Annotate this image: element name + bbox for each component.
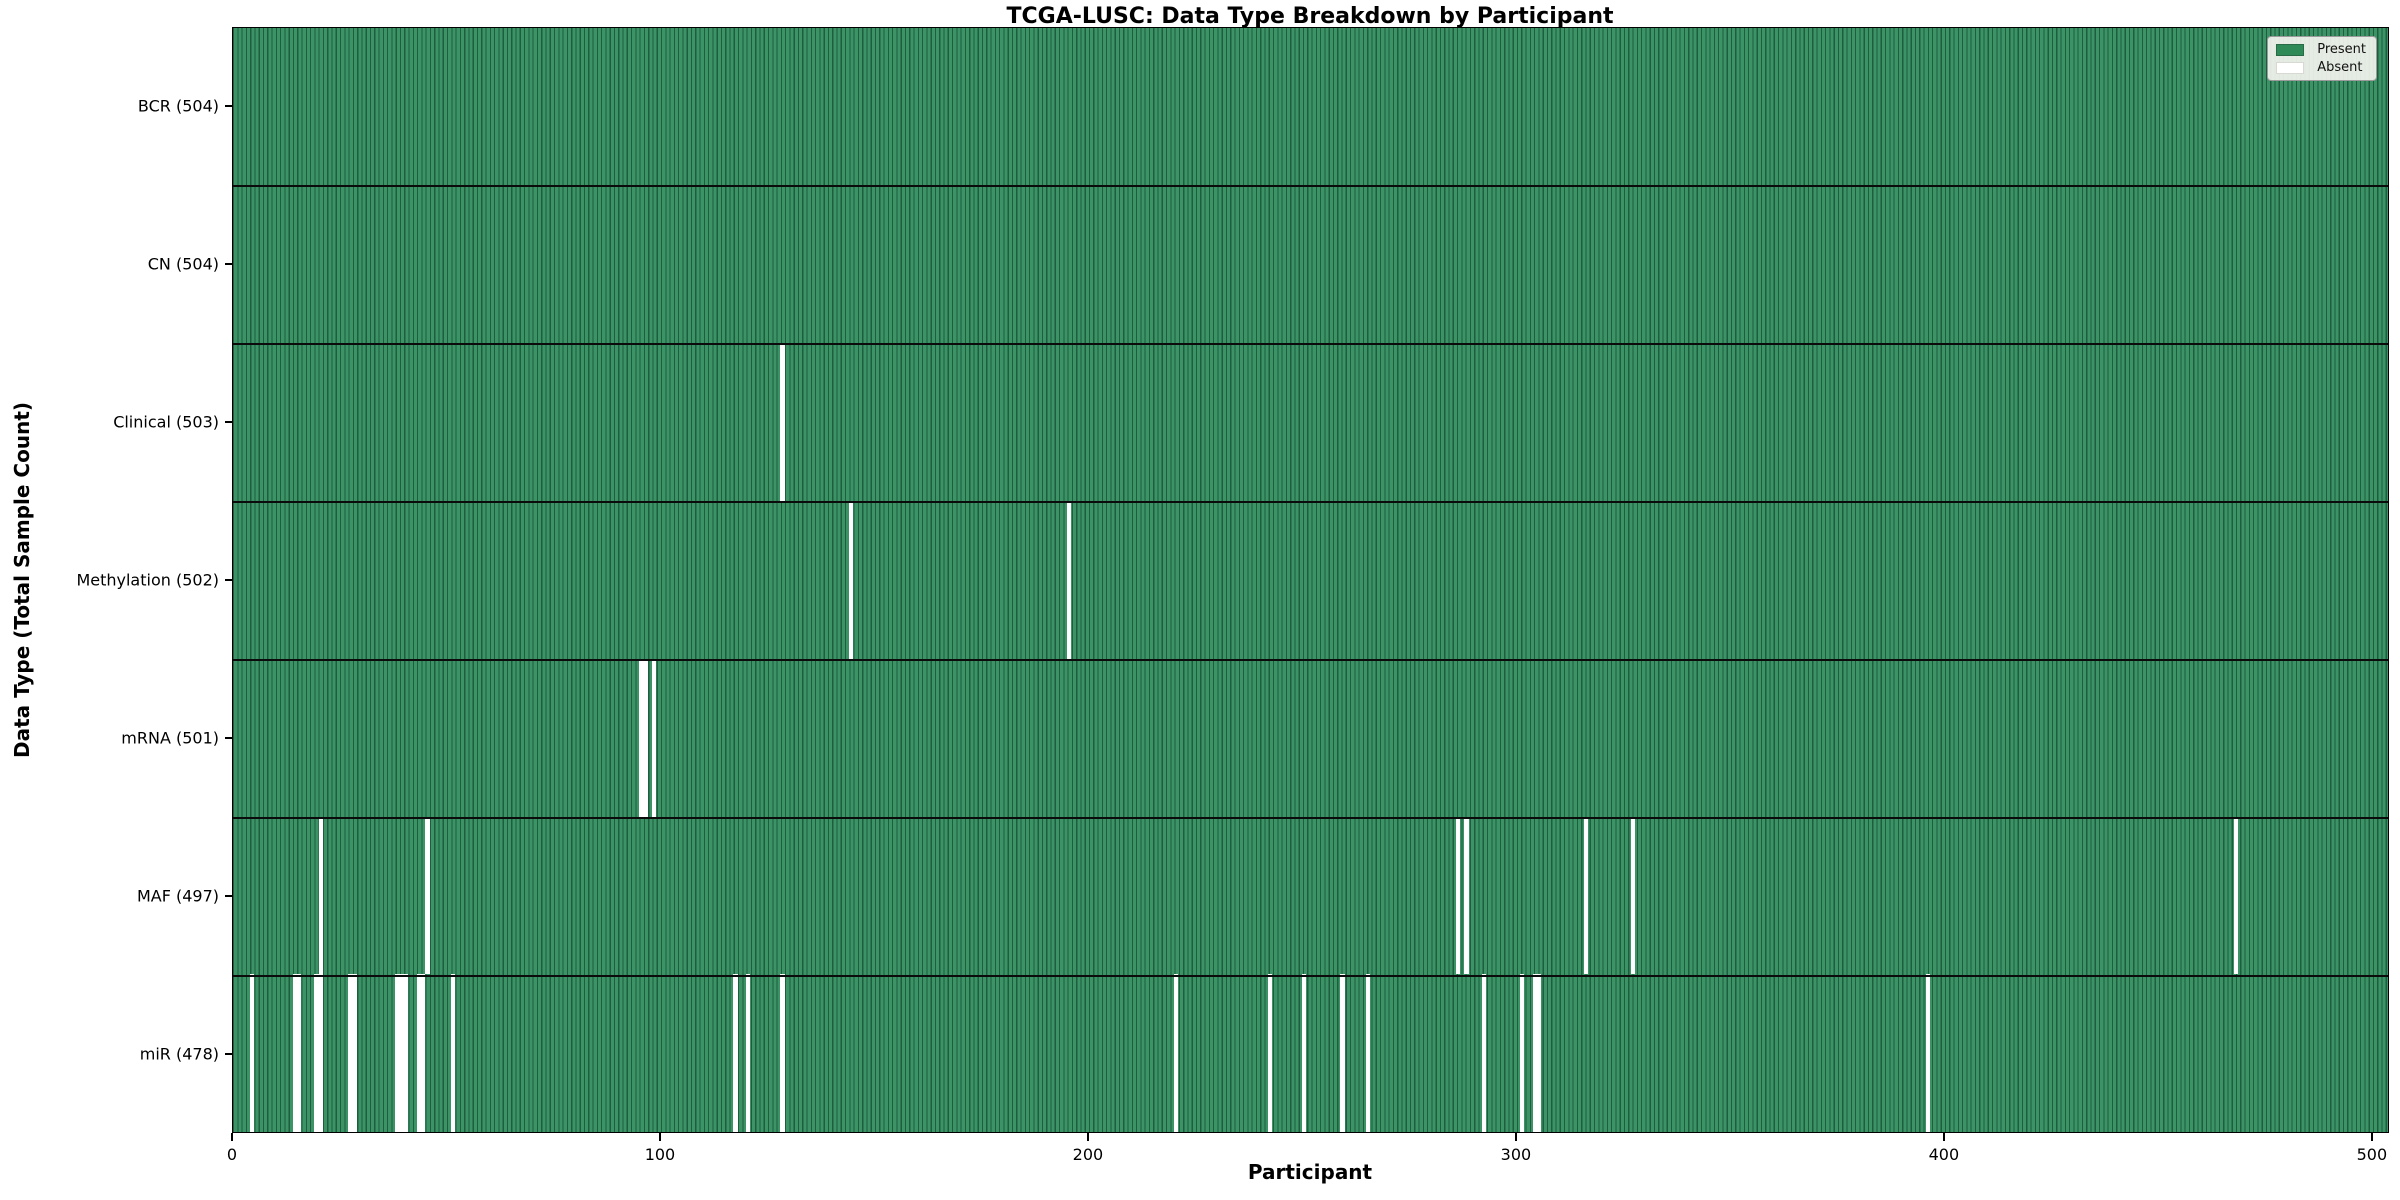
xtick-mark <box>231 1133 233 1141</box>
row-CN <box>233 185 2388 344</box>
absent-mark-MAF-468 <box>2234 816 2239 975</box>
absent-mark-miR-250 <box>1301 974 1307 1133</box>
absent-mark-miR-259 <box>1340 974 1345 1133</box>
xtick-mark <box>2371 1133 2373 1141</box>
ytick-mark <box>225 1053 232 1055</box>
absent-mark-mRNA-98 <box>652 658 657 817</box>
absent-mark-miR-396 <box>1926 974 1931 1133</box>
absent-mark-miR-305 <box>1537 974 1542 1133</box>
absent-mark-miR-40 <box>404 974 409 1133</box>
ytick-label-Methylation: Methylation (502) <box>76 570 219 590</box>
xtick-mark <box>659 1133 661 1141</box>
row-miR <box>233 974 2388 1133</box>
absent-mark-miR-301 <box>1520 974 1525 1133</box>
ytick-mark <box>225 421 232 423</box>
xtick-label-200: 200 <box>1072 1145 1104 1164</box>
row-separator <box>233 343 2388 345</box>
absent-mark-miR-117 <box>733 974 738 1133</box>
absent-mark-MAF-20 <box>318 816 323 975</box>
absent-mark-MAF-45 <box>425 816 430 975</box>
ytick-label-BCR: BCR (504) <box>137 96 219 116</box>
xtick-label-300: 300 <box>1500 1145 1532 1164</box>
absent-mark-MAF-316 <box>1584 816 1589 975</box>
row-separator <box>233 659 2388 661</box>
row-separator <box>233 185 2388 187</box>
row-BCR <box>233 28 2388 186</box>
absent-mark-Clinical-128 <box>780 343 785 502</box>
legend: Present Absent <box>2267 36 2377 81</box>
absent-mark-miR-15 <box>297 974 302 1133</box>
absent-mark-Methylation-195 <box>1066 501 1072 659</box>
absent-mark-miR-265 <box>1366 974 1371 1133</box>
xtick-label-500: 500 <box>2356 1145 2388 1164</box>
absent-mark-miR-292 <box>1481 974 1486 1133</box>
ytick-label-MAF: MAF (497) <box>136 886 219 906</box>
absent-mark-miR-4 <box>250 974 255 1133</box>
ytick-label-mRNA: mRNA (501) <box>121 728 219 748</box>
absent-mark-mRNA-96 <box>643 658 648 817</box>
absent-mark-MAF-288 <box>1464 816 1469 975</box>
legend-present-label: Present <box>2317 42 2366 57</box>
ytick-mark <box>225 579 232 581</box>
absent-mark-miR-120 <box>746 974 751 1133</box>
absent-mark-miR-20 <box>318 974 323 1133</box>
legend-absent-swatch <box>2276 61 2305 74</box>
absent-mark-miR-43 <box>416 974 422 1133</box>
ytick-label-Clinical: Clinical (503) <box>113 412 219 432</box>
xtick-mark <box>1943 1133 1945 1141</box>
absent-mark-miR-220 <box>1173 974 1178 1133</box>
legend-entry-absent: Absent <box>2276 61 2366 74</box>
legend-absent-label: Absent <box>2317 60 2363 75</box>
xtick-mark <box>1087 1133 1089 1141</box>
heatmap-rows <box>233 28 2388 1133</box>
legend-entry-present: Present <box>2276 43 2366 56</box>
xtick-label-0: 0 <box>226 1145 238 1164</box>
absent-mark-miR-44 <box>421 974 426 1133</box>
y-axis-label: Data Type (Total Sample Count) <box>10 401 34 759</box>
absent-mark-miR-14 <box>292 974 298 1133</box>
row-MAF <box>233 816 2388 975</box>
absent-mark-miR-19 <box>314 974 319 1133</box>
absent-mark-MAF-286 <box>1455 816 1461 975</box>
row-Methylation <box>233 501 2388 659</box>
absent-mark-miR-51 <box>451 974 456 1133</box>
ytick-label-CN: CN (504) <box>147 254 219 274</box>
row-separator <box>233 975 2388 977</box>
plot-area: Present Absent <box>232 27 2389 1133</box>
absent-mark-miR-304 <box>1532 974 1538 1133</box>
ytick-mark <box>225 105 232 107</box>
absent-mark-MAF-327 <box>1631 816 1636 975</box>
absent-mark-miR-38 <box>395 974 400 1133</box>
xtick-label-100: 100 <box>644 1145 676 1164</box>
absent-mark-miR-28 <box>352 974 357 1133</box>
chart-title: TCGA-LUSC: Data Type Breakdown by Partic… <box>1006 4 1614 29</box>
ytick-mark <box>225 263 232 265</box>
ytick-label-miR: miR (478) <box>139 1044 219 1064</box>
row-Clinical <box>233 343 2388 502</box>
absent-mark-miR-27 <box>348 974 353 1133</box>
xtick-mark <box>1515 1133 1517 1141</box>
absent-mark-miR-128 <box>780 974 785 1133</box>
legend-present-swatch <box>2276 43 2305 56</box>
absent-mark-mRNA-95 <box>639 658 644 817</box>
absent-mark-miR-242 <box>1267 974 1272 1133</box>
row-mRNA <box>233 658 2388 817</box>
ytick-mark <box>225 895 232 897</box>
row-separator <box>233 501 2388 503</box>
xtick-label-400: 400 <box>1928 1145 1960 1164</box>
absent-mark-Methylation-144 <box>848 501 853 659</box>
x-axis-label: Participant <box>1247 1160 1373 1184</box>
ytick-mark <box>225 737 232 739</box>
absent-mark-miR-39 <box>399 974 405 1133</box>
row-separator <box>233 817 2388 819</box>
